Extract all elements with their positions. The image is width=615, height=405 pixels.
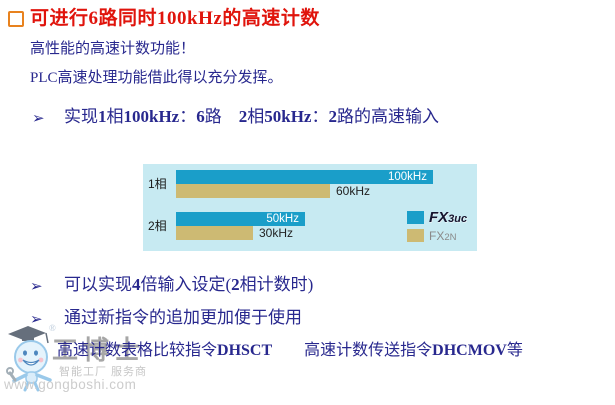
- text-segment: 相: [106, 107, 124, 126]
- text-segment: ：: [179, 107, 197, 126]
- bullet-line-3: 通过新指令的追加更加便于使用: [64, 308, 302, 328]
- text-segment: 4: [132, 275, 141, 294]
- watermark-url: www.gongboshi.com: [4, 377, 137, 392]
- text-segment: 高速计数表格比较指令: [57, 342, 218, 359]
- legend-suffix-text: 3uc: [448, 213, 468, 225]
- chart-bar: 50kHz: [176, 212, 305, 226]
- legend-label-fx3uc: FX3uc: [429, 210, 467, 227]
- intro-line-1: 高性能的高速计数功能！: [30, 41, 196, 57]
- text-segment: DHCMOV: [432, 342, 507, 359]
- bullet-line-2: 可以实现4倍输入设定(2相计数时): [64, 275, 313, 295]
- text-segment: 相: [247, 107, 265, 126]
- chart-panel: 1相 100kHz 60kHz 2相 50kHz 30kHz FX3uc FX2N: [143, 164, 477, 251]
- intro-line-2: PLC高速处理功能借此得以充分发挥。: [30, 70, 283, 86]
- text-segment: 100kHz: [123, 107, 180, 126]
- legend-brand-text: FX: [429, 229, 445, 243]
- bullet-arrow-icon: ➢: [30, 277, 43, 295]
- text-segment: 6: [88, 8, 99, 29]
- legend-brand-text: FX: [429, 209, 449, 226]
- text-segment: 2: [328, 107, 337, 126]
- title-bullet-square: [8, 11, 24, 27]
- text-segment: 通过新指令的追加更加便于使用: [64, 308, 302, 327]
- text-segment: 的高速计数: [222, 8, 320, 29]
- text-segment: 可以实现: [64, 275, 132, 294]
- text-segment: 相计数时): [239, 275, 314, 294]
- text-segment: 50kHz: [264, 107, 312, 126]
- legend-swatch: [407, 211, 424, 224]
- bullet-arrow-icon: ➢: [32, 109, 45, 127]
- bullet-line-1: 实现1相100kHz：6路 2相50kHz：2路的高速输入: [64, 107, 439, 127]
- instruction-detail-line: 高速计数表格比较指令DHSCT 高速计数传送指令DHCMOV等: [57, 341, 523, 361]
- chart-bar-value-label: 60kHz: [336, 184, 371, 198]
- text-segment: [272, 342, 304, 359]
- text-segment: 可进行: [30, 8, 89, 29]
- text-segment: DHSCT: [217, 342, 273, 359]
- chart-bar: [176, 226, 253, 240]
- text-segment: 1: [98, 107, 107, 126]
- text-segment: 路: [204, 107, 239, 126]
- text-segment: 路的高速输入: [336, 107, 439, 126]
- text-segment: ：: [311, 107, 329, 126]
- registered-trademark-symbol: ®: [49, 323, 56, 333]
- text-segment: 2: [238, 107, 248, 126]
- legend-label-fx2n: FX2N: [429, 230, 457, 244]
- legend-swatch: [407, 229, 424, 242]
- chart-category-label: 1相: [148, 177, 167, 191]
- chart-category-label: 2相: [148, 219, 167, 233]
- bullet-arrow-icon: ➢: [30, 310, 43, 328]
- chart-bar: [176, 184, 330, 198]
- text-segment: 路同时: [98, 8, 158, 29]
- text-segment: 高速计数传送指令: [304, 342, 433, 359]
- watermark-brand-text: 工博士: [52, 336, 146, 365]
- gongboshi-mascot-logo: [6, 326, 52, 392]
- slide-title: 可进行6路同时100kHz的高速计数: [30, 7, 320, 30]
- text-segment: 100kHz: [157, 8, 223, 29]
- text-segment: 2: [231, 275, 240, 294]
- chart-bar: 100kHz: [176, 170, 433, 184]
- chart-bar-value-label: 30kHz: [259, 226, 294, 240]
- text-segment: 倍输入设定(: [140, 275, 232, 294]
- watermark-tagline: 智能工厂 服务商: [59, 366, 148, 378]
- legend-suffix-text: 2N: [444, 232, 457, 243]
- text-segment: 6: [196, 107, 205, 126]
- text-segment: 等: [506, 342, 523, 359]
- text-segment: 实现: [64, 107, 98, 126]
